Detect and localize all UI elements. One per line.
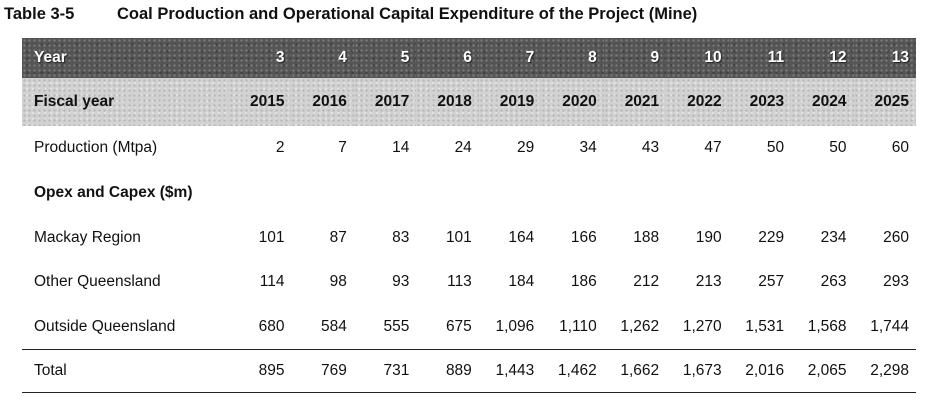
value-cell: 769	[291, 349, 354, 394]
value-cell: 113	[447, 273, 472, 291]
value-cell: 47	[704, 139, 722, 157]
mackay-row: Mackay Region 101 87 83 101 164 166 188 …	[22, 215, 916, 260]
value-cell: 263	[820, 273, 847, 291]
total-row: Total 895 769 731 889 1,443 1,462 1,662 …	[22, 349, 916, 394]
table-title: Coal Production and Operational Capital …	[117, 5, 698, 23]
value-cell: 1,462	[541, 349, 604, 394]
year-cell: 9	[603, 38, 666, 78]
value-cell: 98	[329, 273, 347, 291]
value-cell: 34	[579, 139, 597, 157]
other-queensland-row: Other Queensland 114 98 93 113 184 186 2…	[22, 260, 916, 305]
value-cell: 2,065	[791, 349, 854, 394]
value-cell: 229	[758, 228, 785, 246]
value-cell: 1,662	[603, 349, 667, 394]
row-label: Other Queensland	[34, 273, 161, 291]
value-cell: 895	[229, 349, 292, 394]
value-cell: 50	[766, 139, 785, 157]
value-cell: 7	[338, 139, 347, 157]
value-cell: 257	[758, 273, 785, 291]
value-cell: 186	[570, 273, 597, 291]
value-cell: 29	[517, 139, 535, 157]
value-cell: 1,270	[682, 318, 722, 336]
value-cell: 731	[353, 349, 417, 394]
value-cell: 293	[883, 273, 909, 291]
table-caption: Table 3-5 Coal Production and Operational…	[4, 5, 697, 24]
year-cell: 6	[416, 38, 478, 78]
value-cell: 889	[416, 349, 479, 394]
year-cell: 8	[541, 38, 603, 78]
value-cell: 234	[820, 228, 847, 246]
fiscal-year-cell: 2018	[416, 78, 478, 126]
year-cell: 3	[229, 38, 291, 78]
year-cell: 10	[666, 38, 728, 78]
fiscal-year-cell: 2020	[541, 78, 603, 126]
data-table: Year 3 4 5 6 7 8 9 10 11 12 13 Fiscal ye…	[22, 38, 916, 394]
production-row: Production (Mtpa) 2 7 14 24 29 34 43 47 …	[22, 126, 916, 171]
value-cell: 184	[508, 273, 535, 291]
row-label: Production (Mtpa)	[34, 139, 158, 157]
value-cell: 2,016	[728, 349, 792, 394]
fiscal-year-cell: 2019	[478, 78, 541, 126]
value-cell: 1,262	[620, 318, 660, 336]
fiscal-year-row: Fiscal year 2015 2016 2017 2018 2019 202…	[22, 78, 916, 126]
value-cell: 43	[641, 139, 660, 157]
value-cell: 83	[392, 228, 410, 246]
fiscal-year-cell: 2015	[229, 78, 291, 126]
value-cell: 2	[275, 139, 285, 157]
value-cell: 101	[445, 228, 472, 246]
year-header-row: Year 3 4 5 6 7 8 9 10 11 12 13	[22, 38, 916, 78]
table-number: Table 3-5	[4, 5, 75, 23]
value-cell: 213	[695, 273, 722, 291]
year-cell: 13	[853, 38, 916, 78]
value-cell: 166	[570, 228, 597, 246]
value-cell: 680	[258, 318, 285, 336]
fiscal-year-cell: 2024	[791, 78, 853, 126]
section-header-row: Opex and Capex ($m)	[22, 171, 916, 216]
value-cell: 1,568	[807, 318, 847, 336]
year-cell: 4	[291, 38, 353, 78]
fiscal-year-cell: 2021	[603, 78, 666, 126]
year-cell: 11	[728, 38, 791, 78]
fiscal-year-cell: 2017	[353, 78, 416, 126]
year-header-label: Year	[22, 38, 229, 78]
value-cell: 1,096	[495, 318, 535, 336]
section-header-label: Opex and Capex ($m)	[34, 184, 193, 202]
year-cell: 7	[478, 38, 541, 78]
value-cell: 24	[454, 139, 472, 157]
value-cell: 60	[891, 139, 909, 157]
value-cell: 101	[258, 228, 285, 246]
value-cell: 212	[633, 273, 660, 291]
value-cell: 2,298	[853, 349, 916, 394]
fiscal-year-cell: 2022	[666, 78, 728, 126]
value-cell: 1,531	[745, 318, 785, 336]
value-cell: 93	[392, 273, 410, 291]
value-cell: 1,443	[478, 349, 542, 394]
value-cell: 188	[633, 228, 660, 246]
fiscal-year-cell: 2025	[853, 78, 916, 126]
value-cell: 1,744	[870, 318, 909, 336]
value-cell: 164	[508, 228, 535, 246]
value-cell: 87	[329, 228, 347, 246]
row-label: Outside Queensland	[34, 318, 176, 336]
value-cell: 260	[883, 228, 909, 246]
value-cell: 50	[829, 139, 847, 157]
value-cell: 1,110	[559, 318, 597, 336]
value-cell: 675	[445, 318, 472, 336]
outside-queensland-row: Outside Queensland 680 584 555 675 1,096…	[22, 305, 916, 350]
fiscal-year-cell: 2023	[728, 78, 791, 126]
fiscal-year-cell: 2016	[291, 78, 353, 126]
value-cell: 555	[383, 318, 410, 336]
fiscal-year-label: Fiscal year	[22, 78, 229, 126]
row-label: Total	[22, 349, 229, 394]
year-cell: 5	[353, 38, 416, 78]
row-label: Mackay Region	[34, 228, 141, 246]
value-cell: 190	[695, 228, 722, 246]
value-cell: 114	[259, 273, 285, 291]
year-cell: 12	[791, 38, 853, 78]
value-cell: 14	[392, 139, 410, 157]
value-cell: 584	[321, 318, 347, 336]
value-cell: 1,673	[666, 349, 729, 394]
